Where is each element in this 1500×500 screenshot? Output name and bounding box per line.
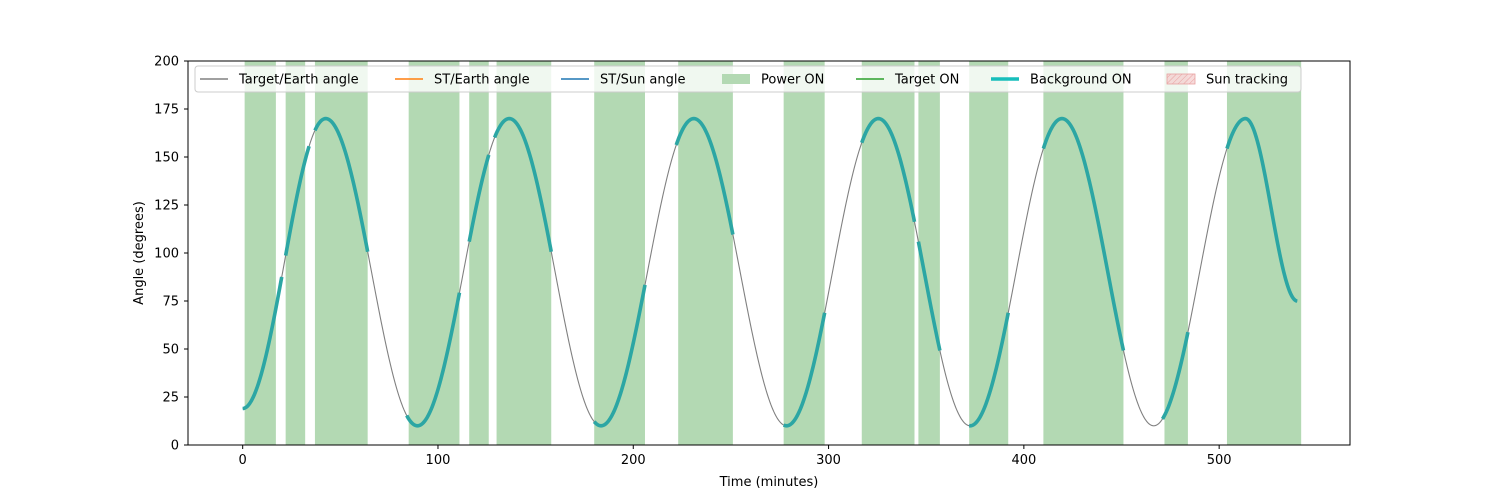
y-tick-label: 0 [171, 439, 179, 454]
y-tick-label: 150 [154, 151, 179, 166]
y-tick-label: 125 [154, 199, 179, 214]
legend-item-6: Sun tracking [1166, 73, 1288, 88]
legend-label: Background ON [1030, 73, 1132, 88]
background-on-segment-4 [467, 154, 491, 242]
power-on-regions [244, 61, 1302, 445]
background-on-segment-11 [969, 312, 1011, 428]
x-tick-label: 300 [816, 453, 841, 468]
legend-item-5: Background ON [991, 73, 1132, 88]
y-tick-label: 100 [154, 247, 179, 262]
legend-item-1: ST/Earth angle [395, 73, 530, 88]
legend-label: ST/Earth angle [434, 73, 530, 88]
background-on-segment-14 [1225, 116, 1298, 303]
power-on-region-7 [678, 61, 733, 445]
legend-label: Target/Earth angle [238, 73, 359, 88]
background-on-segment-12 [1041, 116, 1126, 351]
background-on-segment-5 [492, 116, 554, 253]
series-lines [242, 116, 1298, 428]
x-tick-label: 500 [1207, 453, 1232, 468]
legend-label: Sun tracking [1206, 73, 1288, 88]
power-on-region-11 [969, 61, 1009, 445]
power-on-region-4 [469, 61, 489, 445]
power-on-region-12 [1043, 61, 1124, 445]
legend-label: Target ON [894, 73, 959, 88]
power-on-region-2 [314, 61, 368, 445]
background-on-segment-7 [674, 116, 735, 235]
background-on-segment-10 [916, 241, 942, 351]
power-on-region-8 [783, 61, 825, 445]
legend-swatch [722, 74, 750, 84]
legend-label: ST/Sun angle [600, 73, 686, 88]
power-on-region-10 [918, 61, 940, 445]
background-on-segment-6 [592, 284, 647, 428]
background-on-segment-13 [1160, 331, 1190, 420]
legend-item-0: Target/Earth angle [200, 73, 359, 88]
x-axis: 0 100 200 300 400 500 [239, 445, 1232, 468]
y-tick-label: 200 [154, 55, 179, 70]
power-on-region-14 [1226, 61, 1302, 445]
y-tick-label: 75 [162, 295, 179, 310]
y-tick-label: 50 [162, 343, 179, 358]
background-on-segment-8 [782, 312, 827, 428]
target-earth-angle-line [242, 118, 1298, 427]
background-on-segment-1 [283, 145, 311, 256]
y-axis: 0 25 50 75 100 125 150 175 200 [154, 55, 188, 454]
power-on-region-6 [594, 61, 645, 445]
y-tick-label: 25 [162, 391, 179, 406]
power-on-region-0 [244, 61, 276, 445]
x-tick-label: 400 [1011, 453, 1036, 468]
legend-item-3: Power ON [722, 73, 824, 88]
power-on-region-9 [861, 61, 915, 445]
background-on-segment-2 [313, 116, 370, 253]
background-on-segment-9 [860, 116, 917, 223]
background-on-segment-0 [242, 276, 284, 411]
x-tick-label: 0 [239, 453, 247, 468]
x-tick-label: 100 [426, 453, 451, 468]
legend-label: Power ON [761, 73, 824, 88]
x-axis-label: Time (minutes) [719, 475, 819, 490]
legend-item-2: ST/Sun angle [561, 73, 686, 88]
legend: Target/Earth angle ST/Earth angle ST/Sun a… [194, 65, 1302, 93]
power-on-region-3 [408, 61, 460, 445]
x-tick-label: 200 [621, 453, 646, 468]
power-on-region-1 [285, 61, 306, 445]
legend-item-4: Target ON [856, 73, 959, 88]
power-on-region-5 [496, 61, 552, 445]
y-axis-label: Angle (degrees) [132, 201, 147, 305]
y-tick-label: 175 [154, 103, 179, 118]
power-on-region-13 [1164, 61, 1188, 445]
background-on-segment-3 [405, 292, 462, 428]
